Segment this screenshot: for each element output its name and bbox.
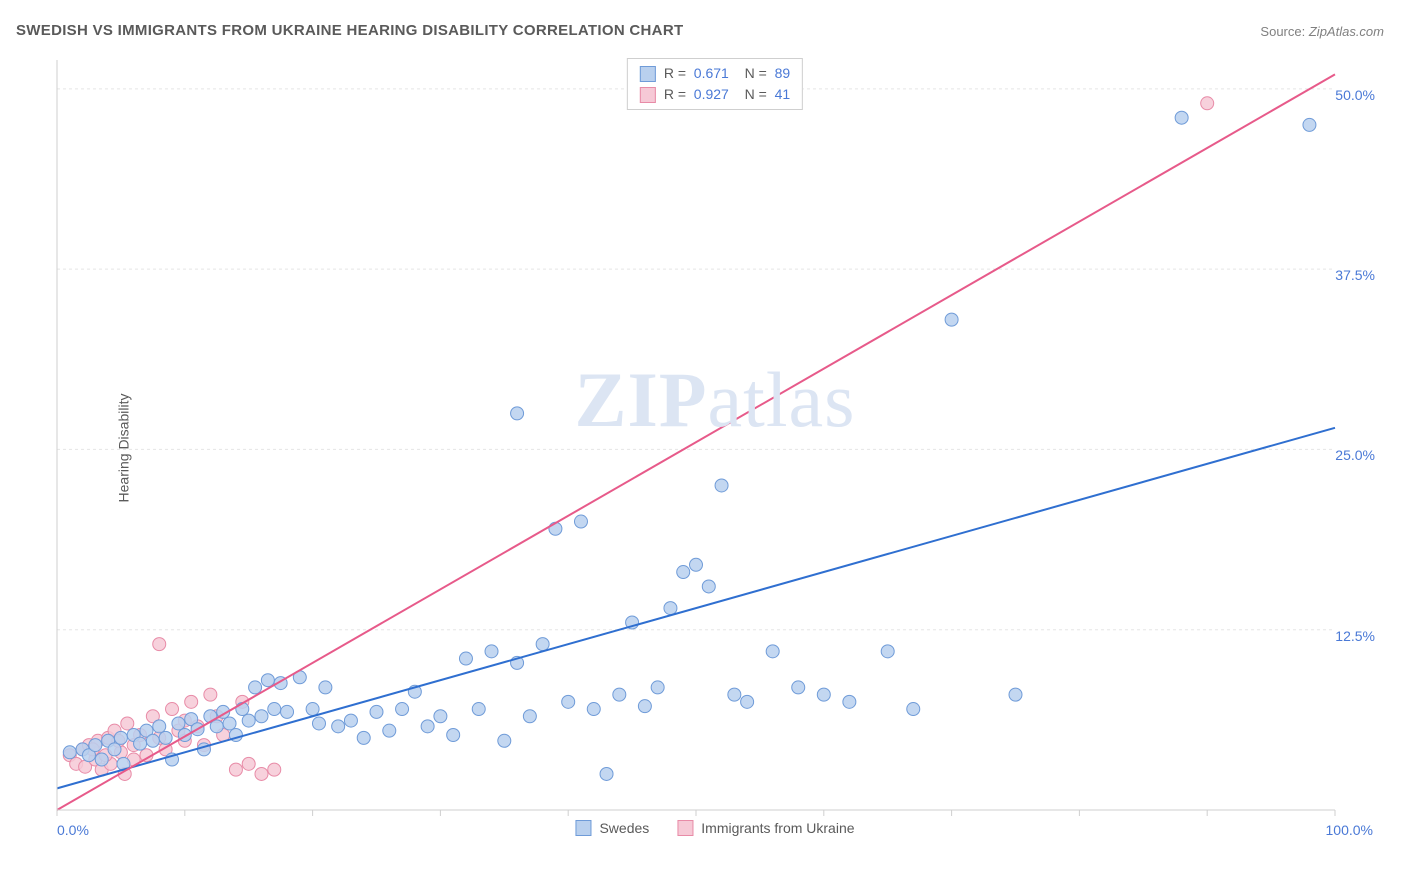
x-axis-max: 100.0% xyxy=(1326,822,1373,838)
y-tick-label: 25.0% xyxy=(1335,447,1375,463)
stats-legend-row: R = 0.671 N = 89 xyxy=(640,63,790,84)
legend-swatch xyxy=(640,66,656,82)
scatter-plot xyxy=(55,55,1375,840)
legend-r: R = 0.671 xyxy=(664,63,729,84)
series-legend-label: Swedes xyxy=(599,820,649,836)
legend-n: N = 89 xyxy=(737,63,790,84)
stats-legend: R = 0.671 N = 89R = 0.927 N = 41 xyxy=(627,58,803,110)
y-tick-label: 12.5% xyxy=(1335,628,1375,644)
series-legend-item: Swedes xyxy=(575,820,649,836)
chart-title: SWEDISH VS IMMIGRANTS FROM UKRAINE HEARI… xyxy=(16,22,683,39)
source-attribution: Source: ZipAtlas.com xyxy=(1260,24,1384,39)
legend-r: R = 0.927 xyxy=(664,84,729,105)
chart-area: Hearing Disability ZIPatlas R = 0.671 N … xyxy=(55,55,1375,840)
y-tick-label: 37.5% xyxy=(1335,267,1375,283)
stats-legend-row: R = 0.927 N = 41 xyxy=(640,84,790,105)
series-legend: Swedes Immigrants from Ukraine xyxy=(575,820,854,836)
legend-swatch xyxy=(677,820,693,836)
series-legend-item: Immigrants from Ukraine xyxy=(677,820,854,836)
legend-swatch xyxy=(640,87,656,103)
source-value: ZipAtlas.com xyxy=(1309,24,1384,39)
x-axis-min: 0.0% xyxy=(57,822,89,838)
series-legend-label: Immigrants from Ukraine xyxy=(701,820,854,836)
source-label: Source: xyxy=(1260,24,1305,39)
legend-swatch xyxy=(575,820,591,836)
legend-n: N = 41 xyxy=(737,84,790,105)
y-tick-label: 50.0% xyxy=(1335,87,1375,103)
